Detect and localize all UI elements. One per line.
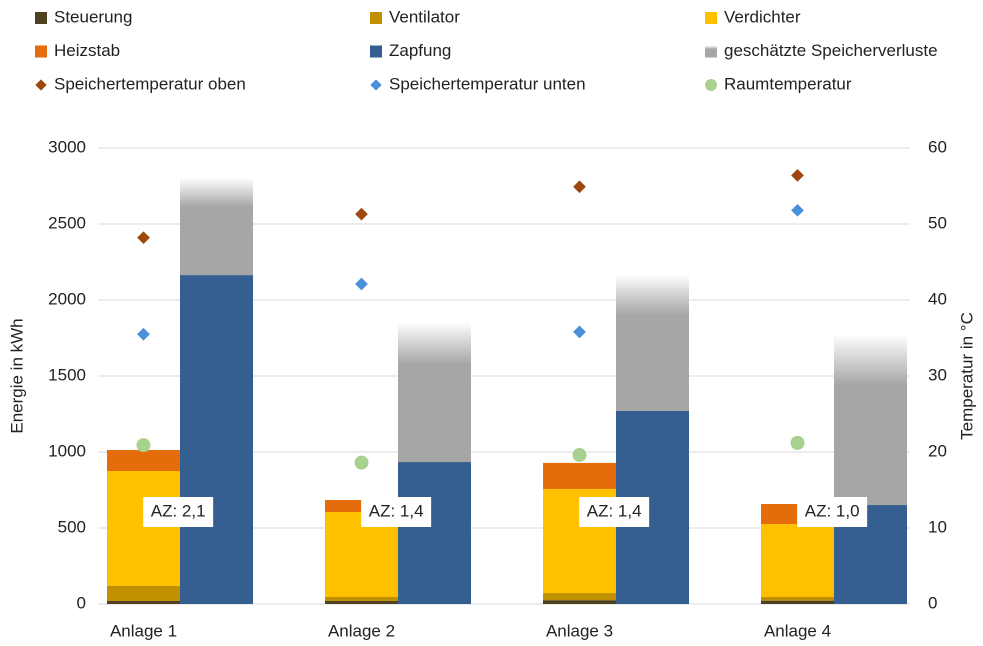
annotation-box xyxy=(143,497,214,527)
bar-segment xyxy=(616,274,689,411)
y2-tick-label: 0 xyxy=(928,593,937,612)
annotation: AZ: 1,4 xyxy=(587,501,642,520)
bar-segment xyxy=(834,334,907,506)
marker xyxy=(354,455,369,470)
legend-marker xyxy=(705,12,717,24)
legend-label: Steuerung xyxy=(54,7,132,26)
y2-axis-title: Temperatur in °C xyxy=(957,312,976,440)
y-axis-title: Energie in kWh xyxy=(7,318,26,433)
bar-segment xyxy=(543,593,616,601)
marker xyxy=(355,207,368,221)
annotation-box xyxy=(797,497,868,527)
y-tick-label: 3000 xyxy=(48,137,86,156)
marker xyxy=(790,435,805,450)
x-tick-label: Anlage 2 xyxy=(328,621,395,640)
legend-marker xyxy=(35,79,47,91)
bar-segment xyxy=(761,600,834,604)
legend-marker xyxy=(705,45,717,58)
annotation: AZ: 2,1 xyxy=(151,501,206,520)
y2-tick-label: 40 xyxy=(928,289,947,308)
y-tick-label: 0 xyxy=(77,593,86,612)
bar-segment xyxy=(543,462,616,489)
bar-segment xyxy=(180,177,253,276)
y-tick-label: 2000 xyxy=(48,289,86,308)
marker xyxy=(136,438,151,453)
legend-label: geschätzte Speicherverluste xyxy=(724,41,938,60)
legend-marker xyxy=(35,12,47,24)
legend-label: Heizstab xyxy=(54,41,120,60)
x-tick-label: Anlage 4 xyxy=(764,621,831,640)
bar-segment xyxy=(398,462,471,604)
y-tick-label: 1000 xyxy=(48,441,86,460)
annotation-box xyxy=(361,497,432,527)
x-tick-label: Anlage 1 xyxy=(110,621,177,640)
legend-label: Zapfung xyxy=(389,41,451,60)
legend-label: Ventilator xyxy=(389,7,460,26)
bar-segment xyxy=(107,600,180,604)
legend-marker xyxy=(705,79,717,91)
x-tick-label: Anlage 3 xyxy=(546,621,613,640)
marker xyxy=(791,203,804,217)
legend-marker xyxy=(370,12,382,24)
bar-segment xyxy=(107,471,180,586)
y-tick-label: 2500 xyxy=(48,213,86,232)
y-tick-label: 1500 xyxy=(48,365,86,384)
legend-marker xyxy=(35,45,47,58)
legend-label: Speichertemperatur oben xyxy=(54,74,246,93)
legend-label: Verdichter xyxy=(724,7,801,26)
bar-segment xyxy=(107,450,180,471)
y2-tick-label: 50 xyxy=(928,213,947,232)
marker xyxy=(137,327,150,341)
y-tick-label: 500 xyxy=(58,517,86,536)
marker xyxy=(573,325,586,339)
legend-label: Speichertemperatur unten xyxy=(389,74,586,93)
bar-segment xyxy=(107,585,180,601)
marker xyxy=(572,448,587,463)
y2-tick-label: 20 xyxy=(928,441,947,460)
annotation: AZ: 1,0 xyxy=(805,501,860,520)
annotation-box xyxy=(579,497,650,527)
bar-segment xyxy=(325,597,398,601)
annotation: AZ: 1,4 xyxy=(369,501,424,520)
legend-label: Raumtemperatur xyxy=(724,74,852,93)
y2-tick-label: 10 xyxy=(928,517,947,536)
y2-tick-label: 60 xyxy=(928,137,947,156)
bar-segment xyxy=(325,600,398,604)
marker xyxy=(137,231,150,245)
bar-segment xyxy=(761,597,834,601)
marker xyxy=(791,168,804,182)
bar-segment xyxy=(761,524,834,598)
bar-segment xyxy=(543,600,616,604)
legend-marker xyxy=(370,45,382,58)
y2-tick-label: 30 xyxy=(928,365,947,384)
marker xyxy=(355,277,368,291)
bar-segment xyxy=(180,275,253,604)
legend-marker xyxy=(370,79,382,91)
bar-segment xyxy=(398,322,471,463)
marker xyxy=(573,180,586,194)
